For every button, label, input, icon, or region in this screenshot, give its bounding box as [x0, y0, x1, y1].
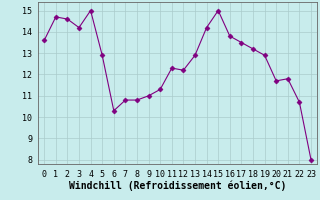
X-axis label: Windchill (Refroidissement éolien,°C): Windchill (Refroidissement éolien,°C) [69, 181, 286, 191]
